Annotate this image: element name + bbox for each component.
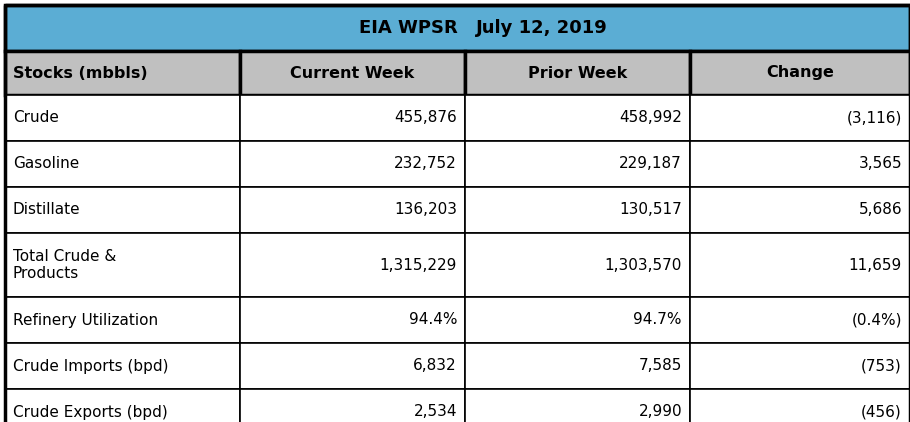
Text: 94.4%: 94.4% — [409, 313, 457, 327]
Bar — [690, 187, 910, 233]
Text: 6,832: 6,832 — [413, 359, 457, 373]
Text: 1,303,570: 1,303,570 — [604, 257, 682, 273]
Bar — [690, 51, 910, 95]
Bar — [240, 389, 465, 422]
Bar — [5, 141, 240, 187]
Text: Total Crude &
Products: Total Crude & Products — [13, 249, 116, 281]
Bar — [465, 233, 690, 297]
Bar — [5, 187, 240, 233]
Text: 130,517: 130,517 — [619, 203, 682, 217]
Text: 229,187: 229,187 — [619, 157, 682, 171]
Text: Refinery Utilization: Refinery Utilization — [13, 313, 158, 327]
Bar — [465, 389, 690, 422]
Bar — [465, 187, 690, 233]
Bar — [5, 297, 240, 343]
Bar — [240, 187, 465, 233]
Text: 5,686: 5,686 — [858, 203, 902, 217]
Text: 11,659: 11,659 — [849, 257, 902, 273]
Bar — [690, 141, 910, 187]
Text: (753): (753) — [861, 359, 902, 373]
Text: Change: Change — [766, 65, 834, 81]
Bar — [240, 141, 465, 187]
Bar — [465, 343, 690, 389]
Bar — [5, 389, 240, 422]
Text: 94.7%: 94.7% — [633, 313, 682, 327]
Text: Crude Exports (bpd): Crude Exports (bpd) — [13, 405, 167, 419]
Bar — [465, 297, 690, 343]
Text: Crude Imports (bpd): Crude Imports (bpd) — [13, 359, 168, 373]
Bar — [5, 5, 910, 51]
Text: Distillate: Distillate — [13, 203, 81, 217]
Bar — [240, 297, 465, 343]
Bar — [240, 343, 465, 389]
Bar — [465, 51, 690, 95]
Text: 136,203: 136,203 — [394, 203, 457, 217]
Text: 455,876: 455,876 — [394, 111, 457, 125]
Text: 2,990: 2,990 — [639, 405, 682, 419]
Text: (3,116): (3,116) — [846, 111, 902, 125]
Text: EIA WPSR: EIA WPSR — [359, 19, 458, 37]
Text: 458,992: 458,992 — [619, 111, 682, 125]
Bar — [465, 95, 690, 141]
Bar — [690, 95, 910, 141]
Bar — [690, 343, 910, 389]
Text: 2,534: 2,534 — [413, 405, 457, 419]
Bar — [5, 51, 240, 95]
Bar — [240, 95, 465, 141]
Bar — [240, 51, 465, 95]
Text: (0.4%): (0.4%) — [852, 313, 902, 327]
Text: Crude: Crude — [13, 111, 59, 125]
Bar — [240, 233, 465, 297]
Bar — [5, 95, 240, 141]
Text: July 12, 2019: July 12, 2019 — [476, 19, 607, 37]
Text: 232,752: 232,752 — [394, 157, 457, 171]
Bar — [690, 233, 910, 297]
Bar — [690, 297, 910, 343]
Bar — [690, 389, 910, 422]
Text: 7,585: 7,585 — [639, 359, 682, 373]
Text: Current Week: Current Week — [290, 65, 415, 81]
Bar — [5, 343, 240, 389]
Text: Stocks (mbbls): Stocks (mbbls) — [13, 65, 147, 81]
Text: 3,565: 3,565 — [858, 157, 902, 171]
Text: 1,315,229: 1,315,229 — [379, 257, 457, 273]
Bar — [5, 233, 240, 297]
Text: (456): (456) — [861, 405, 902, 419]
Text: Prior Week: Prior Week — [528, 65, 627, 81]
Text: Gasoline: Gasoline — [13, 157, 79, 171]
Bar — [465, 141, 690, 187]
